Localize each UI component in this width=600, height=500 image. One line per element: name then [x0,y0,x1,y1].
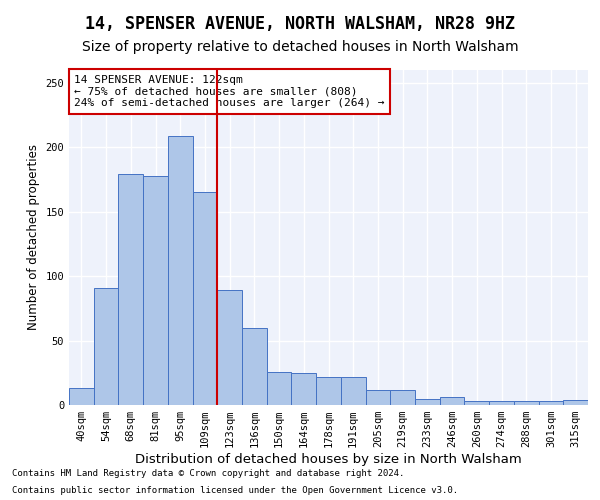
Bar [489,401,514,405]
Bar [292,373,316,405]
Bar [69,388,94,405]
Bar [563,400,588,405]
Bar [390,390,415,405]
Bar [440,398,464,405]
Text: Size of property relative to detached houses in North Walsham: Size of property relative to detached ho… [82,40,518,54]
Bar [193,192,217,405]
Bar [341,376,365,405]
Bar [267,372,292,405]
X-axis label: Distribution of detached houses by size in North Walsham: Distribution of detached houses by size … [135,453,522,466]
Text: Contains public sector information licensed under the Open Government Licence v3: Contains public sector information licen… [12,486,458,495]
Bar [217,290,242,405]
Bar [464,401,489,405]
Bar [94,288,118,405]
Y-axis label: Number of detached properties: Number of detached properties [27,144,40,330]
Text: Contains HM Land Registry data © Crown copyright and database right 2024.: Contains HM Land Registry data © Crown c… [12,468,404,477]
Bar [143,176,168,405]
Text: 14, SPENSER AVENUE, NORTH WALSHAM, NR28 9HZ: 14, SPENSER AVENUE, NORTH WALSHAM, NR28 … [85,15,515,33]
Bar [365,390,390,405]
Text: 14 SPENSER AVENUE: 122sqm
← 75% of detached houses are smaller (808)
24% of semi: 14 SPENSER AVENUE: 122sqm ← 75% of detac… [74,75,385,108]
Bar [118,174,143,405]
Bar [415,398,440,405]
Bar [168,136,193,405]
Bar [316,376,341,405]
Bar [242,328,267,405]
Bar [539,401,563,405]
Bar [514,401,539,405]
